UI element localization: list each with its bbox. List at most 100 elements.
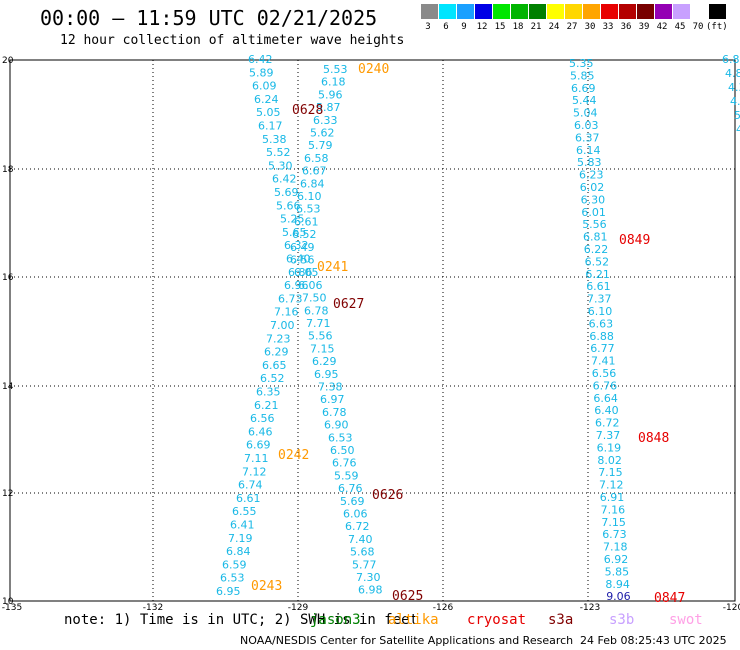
legend-label: 6 (443, 22, 449, 32)
legend-swatch (637, 4, 655, 19)
swh-value: 7.16 (601, 503, 626, 516)
legend-label: 30 (584, 22, 596, 32)
swh-value: 8.02 (597, 454, 622, 467)
swh-value: 5.05 (256, 106, 281, 119)
swh-value: 7.15 (598, 466, 623, 479)
legend-swatch (529, 4, 547, 19)
legend-swatch (439, 4, 457, 19)
swh-value: 6.61 (294, 215, 319, 228)
swh-value: 6.41 (230, 519, 255, 532)
swh-value: 7.19 (228, 532, 253, 545)
swh-value: 6.40 (286, 253, 311, 266)
swh-value: 6.37 (575, 131, 600, 144)
lon-tick-label: -129 (288, 603, 309, 613)
legend-swatch (673, 4, 691, 19)
lat-tick-label: 18 (2, 165, 14, 175)
legend-swatch (583, 4, 601, 19)
legend-label: 33 (602, 22, 614, 32)
swh-value: 6.56 (250, 412, 275, 425)
lat-tick-label: 20 (2, 56, 14, 66)
lon-tick-label: -126 (433, 603, 454, 613)
legend-label: 36 (620, 22, 632, 32)
swh-value: 6.06 (298, 279, 323, 292)
swh-value: 7.15 (601, 516, 626, 529)
swh-value: 5.65 (282, 226, 307, 239)
swh-value: 7.00 (270, 319, 295, 332)
swh-value: 6.32 (284, 239, 309, 252)
swh-value: 7.37 (587, 293, 612, 306)
swh-value: 6.69 (571, 82, 596, 95)
swh-value: 6.76 (593, 379, 618, 392)
pass-label: 0240 (358, 62, 389, 77)
pass-label: 0847 (654, 591, 685, 606)
swh-value: 6.58 (304, 152, 329, 165)
swh-value: 6.56 (592, 367, 617, 380)
pass-label: 0849 (619, 233, 650, 248)
lat-tick-label: 12 (2, 489, 13, 499)
legend-swatch (421, 4, 439, 19)
legend-label: 21 (530, 22, 542, 32)
swh-value: 6.23 (579, 169, 604, 182)
swh-value: 6.52 (260, 372, 285, 385)
footnote: note: 1) Time is in UTC; 2) SWH is in fe… (64, 612, 419, 628)
lon-tick-label: -135 (2, 603, 22, 613)
legend-label: 15 (494, 22, 506, 32)
swh-value: 7.12 (242, 465, 267, 478)
swh-value: 6.65 (262, 359, 287, 372)
swh-value: 6.80 (722, 53, 740, 66)
lat-lon-grid (9, 59, 736, 602)
swh-value: 5.35 (569, 57, 594, 70)
swh-value: 5.77 (352, 558, 377, 571)
swh-value: 6.40 (594, 404, 619, 417)
swh-value: 6.84 (226, 545, 251, 558)
legend-label: 24 (548, 22, 560, 32)
swh-value: 6.95 (216, 585, 241, 598)
swh-value: 6.02 (580, 181, 605, 194)
swh-value: 5.44 (572, 94, 597, 107)
legend-label: 70 (692, 22, 704, 32)
legend-label: 39 (638, 22, 650, 32)
swh-value: 7.12 (599, 479, 624, 492)
swh-value: 6.98 (358, 584, 383, 597)
legend-label: 27 (566, 22, 578, 32)
swh-value: 5.96 (318, 88, 343, 101)
legend-swatch (457, 4, 475, 19)
swh-value: 6.92 (604, 553, 629, 566)
lat-tick-label: 16 (2, 273, 14, 283)
swh-value: 6.53 (296, 203, 321, 216)
lat-tick-label: 10 (2, 597, 14, 607)
swh-value: 6.50 (330, 444, 355, 457)
swh-value: 6.46 (248, 425, 273, 438)
pass-labels: 0240 0628 0241 0627 0242 0626 0243 0625 0849 0848… (251, 62, 685, 606)
altimeter-tracks: 6.425.896.096.245.056.175.385.525.306.42… (216, 53, 740, 603)
legend-label: 9 (461, 22, 467, 32)
swh-value: 6.49 (290, 241, 315, 254)
swh-value: 6.29 (264, 346, 289, 359)
swh-value: 6.52 (585, 255, 610, 268)
swh-value: 6.01 (581, 206, 606, 219)
mission-label-jason3: jason3 (310, 612, 361, 628)
swh-value: 5.30 (268, 159, 293, 172)
swh-value: 6.24 (254, 93, 279, 106)
swh-value: 5.56 (308, 330, 333, 343)
pass-label: 0848 (638, 431, 669, 446)
swh-value: 6.88 (589, 330, 614, 343)
legend-label: 3 (425, 22, 431, 32)
mission-label-swot: swot (669, 612, 703, 628)
swh-value: 6.69 (246, 439, 271, 452)
swh-value: 6.03 (574, 119, 599, 132)
swh-value: 6.96 (284, 279, 309, 292)
swh-value: 4. (730, 95, 740, 108)
swh-value: 6.18 (321, 76, 346, 89)
swh-value: 5.59 (334, 469, 359, 482)
legend-swatch (619, 4, 637, 19)
swh-value: 7.50 (302, 292, 327, 305)
swh-value: 5.04 (573, 107, 598, 120)
legend-swatch (655, 4, 673, 19)
swh-value: 7.40 (348, 533, 373, 546)
swh-value: 6.78 (322, 406, 347, 419)
swh-value: 6.61 (236, 492, 261, 505)
swh-value: 6.64 (593, 392, 618, 405)
swh-value: 6.74 (238, 479, 263, 492)
swh-value: 6.06 (343, 508, 368, 521)
